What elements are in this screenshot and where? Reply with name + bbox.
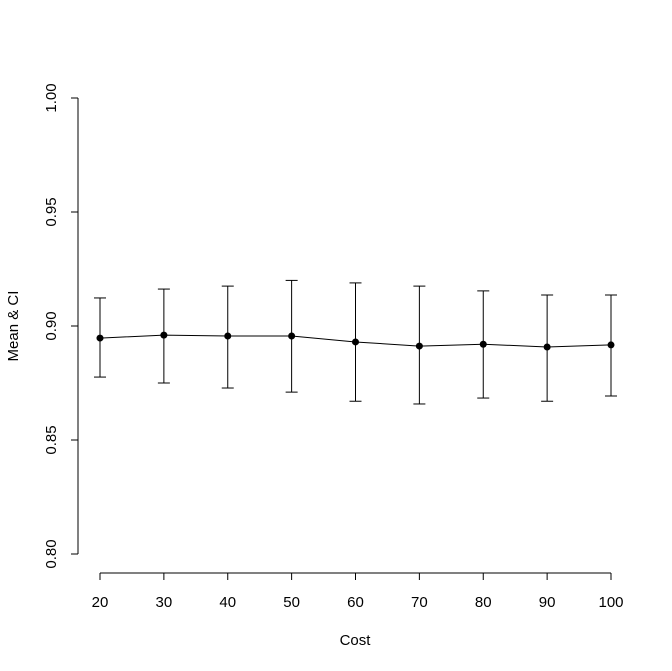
data-point — [543, 343, 551, 351]
x-tick-label: 20 — [92, 594, 109, 611]
x-tick-label: 50 — [283, 594, 300, 611]
data-point — [160, 331, 168, 339]
data-point — [96, 334, 104, 342]
x-tick-label: 30 — [156, 594, 173, 611]
data-point — [352, 338, 359, 346]
y-axis-label: Mean & CI — [5, 291, 22, 362]
data-point — [224, 332, 232, 340]
data-point — [607, 341, 615, 349]
y-tick-label: 1.00 — [43, 83, 60, 112]
y-tick-label: 0.85 — [43, 425, 60, 454]
x-tick-label: 100 — [598, 594, 623, 611]
x-tick-label: 40 — [219, 594, 236, 611]
y-tick-label: 0.95 — [43, 197, 60, 226]
y-tick-label: 0.80 — [43, 539, 60, 568]
x-tick-label: 70 — [411, 594, 428, 611]
data-point — [479, 340, 487, 348]
x-tick-label: 90 — [539, 594, 556, 611]
y-tick-label: 0.90 — [43, 311, 60, 340]
x-tick-label: 60 — [347, 594, 364, 611]
x-axis-label: Cost — [340, 632, 372, 649]
data-point — [415, 342, 423, 350]
data-point — [288, 332, 296, 340]
x-tick-label: 80 — [475, 594, 492, 611]
